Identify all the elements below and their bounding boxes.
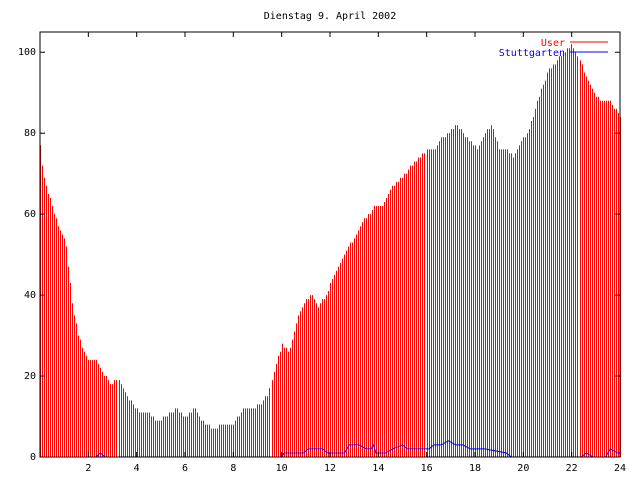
user-bars (40, 44, 621, 457)
legend-label-user: User (541, 38, 565, 49)
legend-label-stuttgarten: Stuttgarten (499, 48, 565, 59)
y-tick-label: 60 (24, 209, 36, 220)
x-tick-label: 6 (182, 463, 188, 474)
x-tick-label: 12 (324, 463, 336, 474)
legend: User Stuttgarten (499, 38, 608, 59)
x-tick-label: 8 (230, 463, 236, 474)
x-tick-label: 10 (276, 463, 288, 474)
x-tick-label: 4 (134, 463, 140, 474)
y-tick-label: 80 (24, 128, 36, 139)
x-tick-label: 18 (469, 463, 481, 474)
x-tick-label: 22 (566, 463, 578, 474)
x-tick-label: 14 (372, 463, 384, 474)
y-tick-label: 100 (18, 47, 36, 58)
y-tick-label: 20 (24, 371, 36, 382)
x-tick-label: 24 (614, 463, 626, 474)
x-tick-label: 2 (85, 463, 91, 474)
x-tick-label: 20 (517, 463, 529, 474)
y-tick-label: 0 (30, 452, 36, 463)
x-tick-label: 16 (421, 463, 433, 474)
y-tick-label: 40 (24, 290, 36, 301)
chart-title: Dienstag 9. April 2002 (264, 11, 396, 22)
